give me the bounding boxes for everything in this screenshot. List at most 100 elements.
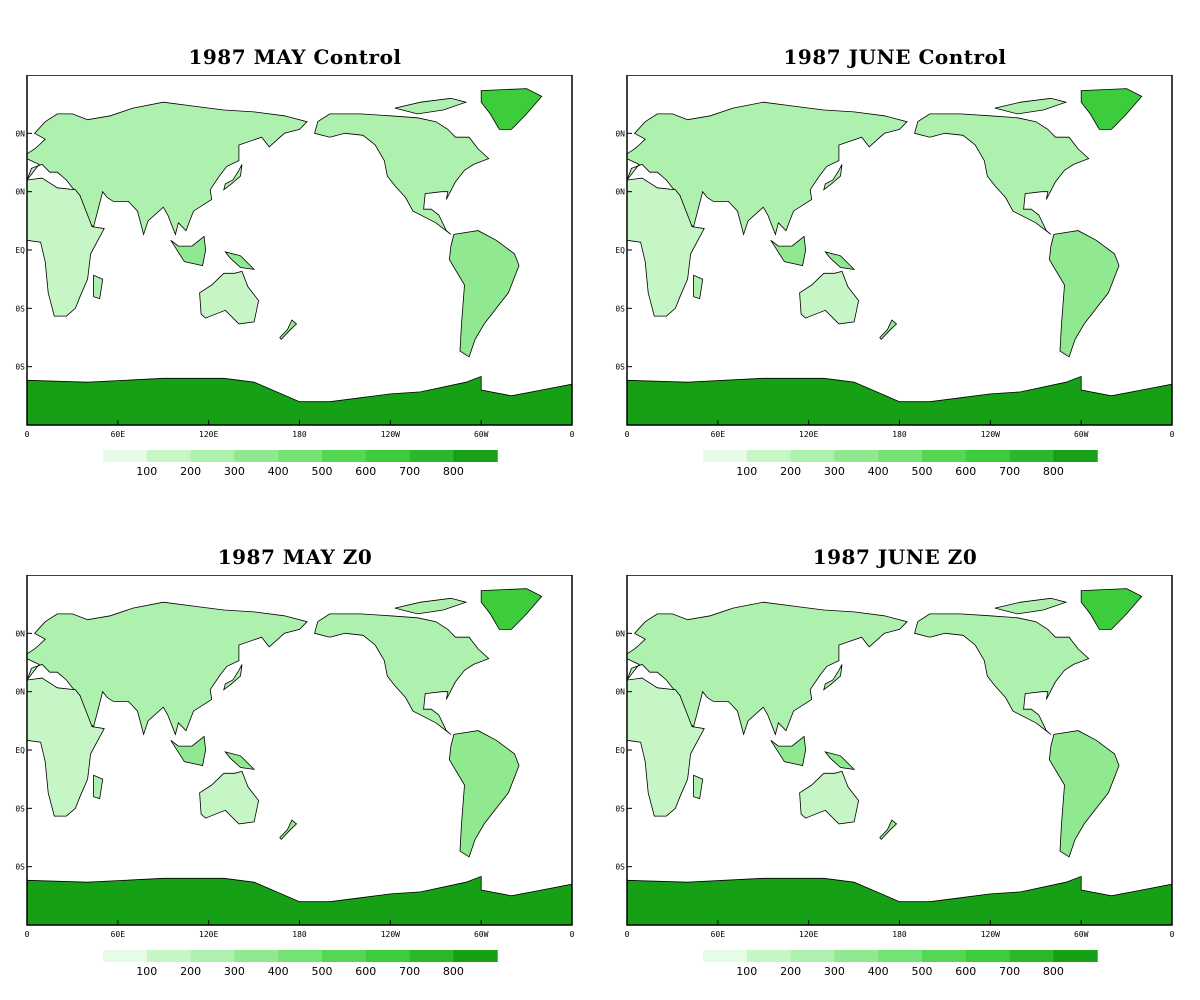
arctic-islands-land [994,97,1068,115]
colorbar-swatch [322,450,367,462]
colorbar-swatch [322,950,367,962]
colorbar-swatch [409,450,454,462]
new-zealand-land [879,319,898,341]
map-canvas: 60N 30N EQ 30S 60S 0 60E 120E 180 120W 60W 0 100 200 3… [615,75,1175,478]
colorbar-swatch [703,450,748,462]
maritime-asia-land [770,235,807,267]
colorbar-label: 400 [268,465,289,478]
antarctica-land [627,875,1172,925]
colorbar-swatch [278,950,323,962]
colorbar: 100 200 300 400 500 600 700 800 [103,450,498,478]
arctic-islands-land [394,97,468,115]
antarctica-land [27,875,572,925]
new-zealand-land [279,819,298,841]
antarctica-land [27,375,572,425]
colorbar-label: 300 [224,465,245,478]
south-america-land [1048,730,1120,858]
colorbar-swatch [1009,450,1054,462]
map-canvas: 60N 30N EQ 30S 60S 0 60E 120E 180 120W 60W 0 100 200 3… [15,575,575,978]
japan-land [223,664,243,691]
colorbar-label: 500 [912,965,933,978]
lon-label: 0 [570,930,575,939]
colorbar-label: 300 [224,965,245,978]
colorbar-swatch [834,950,879,962]
colorbar-swatch [922,450,967,462]
australia-land [199,770,260,825]
colorbar-label: 700 [399,965,420,978]
lat-label: 30S [615,304,625,313]
africa-land [27,677,105,817]
lat-label: 30N [615,688,625,697]
lon-label: 60W [474,430,489,439]
colorbar-label: 200 [780,965,801,978]
lon-label: 60W [1074,430,1089,439]
panel-title: 1987 JUNE Z0 [812,545,978,569]
lon-label: 120E [799,430,818,439]
colorbar-label: 700 [399,465,420,478]
colorbar-swatch [1053,950,1098,962]
lon-label: 180 [892,430,907,439]
maritime-asia-land [770,735,807,767]
lat-label: 60N [615,629,625,638]
colorbar-label: 500 [312,965,333,978]
colorbar-label: 800 [443,965,464,978]
lon-label: 60E [111,430,126,439]
madagascar-land [93,774,104,800]
lat-label: 60S [15,363,25,372]
colorbar-swatch [103,950,148,962]
lat-label: 30S [15,304,25,313]
antarctica-land [627,375,1172,425]
colorbar-swatch [746,450,792,462]
lat-label: EQ [15,246,25,255]
new-zealand-land [879,819,898,841]
colorbar-label: 600 [955,465,976,478]
lon-label: 60E [711,930,726,939]
new-zealand-land [279,319,298,341]
colorbar-label: 300 [824,465,845,478]
colorbar-label: 100 [736,965,757,978]
maritime-asia-land [170,235,207,267]
colorbar-label: 800 [1043,965,1064,978]
lon-label: 60W [474,930,489,939]
panel-title: 1987 MAY Z0 [217,545,373,569]
north-america-land [914,613,1090,735]
panel-june-control: 1987 JUNE Control 60N 30N EQ 30S 60S 0 60E 120E… [615,45,1175,485]
colorbar-swatch [365,450,411,462]
australia-land [199,270,260,325]
lon-label: 0 [25,930,30,939]
madagascar-land [93,274,104,300]
lat-label: 60N [15,129,25,138]
lat-label: 60N [615,129,625,138]
south-america-land [1048,230,1120,358]
lon-label: 0 [1170,430,1175,439]
colorbar-label: 100 [136,965,157,978]
lon-label: 0 [625,930,630,939]
lon-label: 120E [199,430,218,439]
lon-label: 0 [625,430,630,439]
colorbar-swatch [190,450,235,462]
colorbar-label: 200 [780,465,801,478]
arctic-islands-land [994,597,1068,615]
new-guinea-land [824,751,856,770]
lat-label: EQ [15,746,25,755]
north-america-land [914,113,1090,235]
lon-label: 120W [381,430,400,439]
lon-label: 180 [292,430,307,439]
colorbar: 100 200 300 400 500 600 700 800 [103,950,498,978]
colorbar-swatch [278,450,323,462]
lon-label: 0 [25,430,30,439]
greenland-land [480,588,543,630]
greenland-land [1080,588,1143,630]
greenland-land [1080,88,1143,130]
lon-label: 0 [570,430,575,439]
colorbar-swatch [190,950,235,962]
colorbar-label: 700 [999,965,1020,978]
lon-label: 60W [1074,930,1089,939]
colorbar-swatch [834,450,879,462]
colorbar-swatch [453,450,498,462]
lon-label: 120W [981,930,1000,939]
lat-label: 30N [615,188,625,197]
colorbar-swatch [234,950,279,962]
lon-label: 180 [292,930,307,939]
colorbar: 100 200 300 400 500 600 700 800 [703,950,1098,978]
